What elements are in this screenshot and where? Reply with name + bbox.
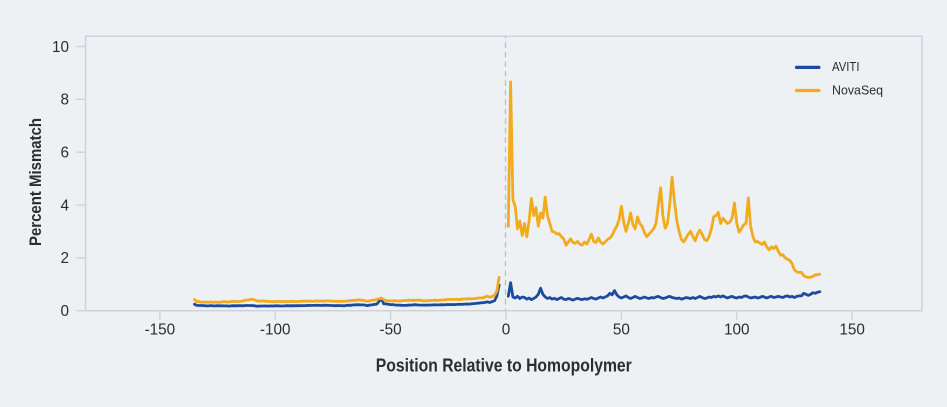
svg-text:2: 2 xyxy=(60,250,69,267)
svg-text:AVITI: AVITI xyxy=(832,59,860,74)
svg-text:0: 0 xyxy=(502,321,511,338)
svg-text:6: 6 xyxy=(60,145,69,162)
svg-text:-100: -100 xyxy=(260,321,291,338)
svg-text:-50: -50 xyxy=(380,321,402,338)
svg-text:10: 10 xyxy=(52,39,69,56)
svg-text:50: 50 xyxy=(613,321,630,338)
svg-text:0: 0 xyxy=(60,303,69,320)
svg-text:Position Relative to Homopolym: Position Relative to Homopolymer xyxy=(376,355,632,375)
svg-text:8: 8 xyxy=(60,92,69,109)
svg-text:150: 150 xyxy=(839,321,865,338)
svg-text:4: 4 xyxy=(60,197,69,214)
svg-text:NovaSeq: NovaSeq xyxy=(832,82,883,97)
svg-text:Percent Mismatch: Percent Mismatch xyxy=(27,118,45,246)
svg-text:100: 100 xyxy=(724,321,750,338)
svg-text:-150: -150 xyxy=(145,321,176,338)
